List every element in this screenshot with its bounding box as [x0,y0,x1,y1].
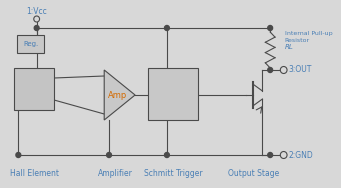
FancyBboxPatch shape [148,68,198,120]
Circle shape [164,152,169,158]
Circle shape [268,26,272,30]
FancyBboxPatch shape [17,35,44,53]
Circle shape [280,67,287,74]
Text: 2:GND: 2:GND [288,151,313,159]
Text: 3:OUT: 3:OUT [288,65,312,74]
Text: Hall Element: Hall Element [10,170,59,178]
Text: RL: RL [285,44,293,50]
Text: Resistor: Resistor [285,37,310,42]
Text: Amplifier: Amplifier [98,170,133,178]
Circle shape [164,26,169,30]
Circle shape [16,152,21,158]
Text: Internal Pull-up: Internal Pull-up [285,30,332,36]
Circle shape [268,152,272,158]
Text: Schmitt Trigger: Schmitt Trigger [144,170,203,178]
Text: Reg.: Reg. [23,41,39,47]
Circle shape [280,152,287,158]
Circle shape [34,16,40,22]
Text: Output Stage: Output Stage [228,170,279,178]
Circle shape [268,67,272,73]
Text: 1:Vcc: 1:Vcc [26,8,47,17]
FancyBboxPatch shape [14,68,54,110]
Text: Amp: Amp [108,90,127,99]
Circle shape [107,152,112,158]
Circle shape [34,26,39,30]
Polygon shape [104,70,135,120]
